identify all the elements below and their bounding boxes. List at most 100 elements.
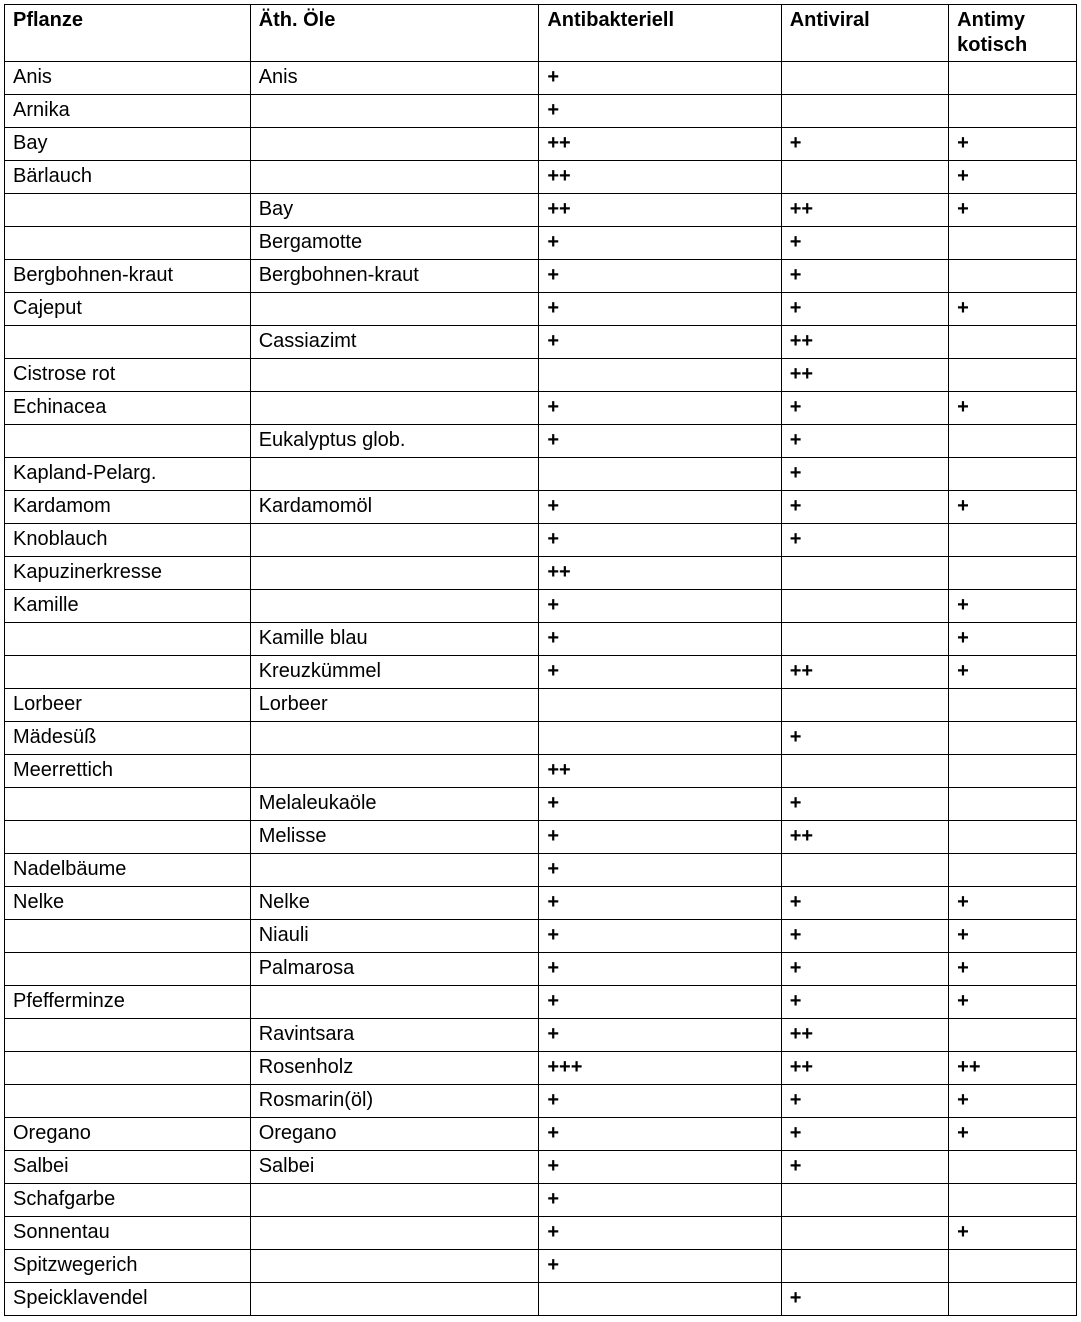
col-header-antibakteriell: Antibakteriell (539, 5, 781, 62)
table-cell: + (781, 788, 948, 821)
table-cell: + (539, 1085, 781, 1118)
table-cell (250, 293, 539, 326)
table-cell: Kardamomöl (250, 491, 539, 524)
table-cell (949, 425, 1077, 458)
table-row: LorbeerLorbeer (5, 689, 1077, 722)
table-row: Rosenholz+++++++ (5, 1052, 1077, 1085)
table-cell: Knoblauch (5, 524, 251, 557)
table-cell: Cajeput (5, 293, 251, 326)
table-cell: + (539, 623, 781, 656)
table-cell (949, 557, 1077, 590)
table-cell: + (781, 722, 948, 755)
table-cell: Melisse (250, 821, 539, 854)
table-cell: ++ (539, 194, 781, 227)
table-cell: + (539, 854, 781, 887)
table-cell: + (949, 656, 1077, 689)
table-cell: + (539, 986, 781, 1019)
table-row: Bärlauch+++ (5, 161, 1077, 194)
table-row: Kamille blau++ (5, 623, 1077, 656)
table-cell (5, 425, 251, 458)
table-cell: + (539, 920, 781, 953)
table-cell: Anis (5, 62, 251, 95)
table-cell (949, 62, 1077, 95)
table-row: Cistrose rot++ (5, 359, 1077, 392)
table-cell (250, 392, 539, 425)
table-cell: Bärlauch (5, 161, 251, 194)
table-cell: + (781, 1151, 948, 1184)
table-cell (949, 1283, 1077, 1316)
table-cell (539, 458, 781, 491)
table-row: Arnika+ (5, 95, 1077, 128)
table-cell: + (539, 425, 781, 458)
table-cell: Lorbeer (250, 689, 539, 722)
table-cell: + (781, 1283, 948, 1316)
table-row: Melisse+++ (5, 821, 1077, 854)
table-cell: + (781, 425, 948, 458)
table-cell (949, 821, 1077, 854)
table-cell (5, 1052, 251, 1085)
table-cell: Nadelbäume (5, 854, 251, 887)
table-cell: + (539, 887, 781, 920)
table-cell: ++ (781, 194, 948, 227)
table-cell: ++ (781, 359, 948, 392)
table-cell: + (539, 392, 781, 425)
table-cell: Meerrettich (5, 755, 251, 788)
table-cell (949, 326, 1077, 359)
table-row: Nadelbäume + (5, 854, 1077, 887)
table-cell (949, 1184, 1077, 1217)
table-cell: + (539, 491, 781, 524)
table-cell: ++ (781, 1052, 948, 1085)
table-cell: ++ (539, 755, 781, 788)
table-cell: + (949, 194, 1077, 227)
table-cell: Kapland-Pelarg. (5, 458, 251, 491)
table-cell: Sonnentau (5, 1217, 251, 1250)
table-cell: + (539, 1019, 781, 1052)
table-cell: Speicklavendel (5, 1283, 251, 1316)
table-cell (539, 359, 781, 392)
table-cell: Ravintsara (250, 1019, 539, 1052)
table-cell: + (539, 293, 781, 326)
table-cell: Niauli (250, 920, 539, 953)
table-cell (781, 689, 948, 722)
table-cell: Nelke (5, 887, 251, 920)
table-cell (250, 722, 539, 755)
table-cell: Melaleukaöle (250, 788, 539, 821)
table-row: AnisAnis+ (5, 62, 1077, 95)
table-cell: Salbei (250, 1151, 539, 1184)
table-cell (250, 458, 539, 491)
table-cell (250, 854, 539, 887)
table-cell: + (949, 590, 1077, 623)
table-cell: + (949, 128, 1077, 161)
table-cell: ++ (781, 656, 948, 689)
table-cell: + (539, 326, 781, 359)
table-cell: ++ (949, 1052, 1077, 1085)
table-cell: Bergbohnen-kraut (250, 260, 539, 293)
table-cell: ++ (781, 1019, 948, 1052)
table-cell: Lorbeer (5, 689, 251, 722)
table-cell: + (539, 227, 781, 260)
table-cell (949, 854, 1077, 887)
table-row: Echinacea+++ (5, 392, 1077, 425)
table-cell (5, 194, 251, 227)
table-row: Kreuzkümmel++++ (5, 656, 1077, 689)
table-cell (250, 359, 539, 392)
table-cell: + (781, 1085, 948, 1118)
table-cell: + (539, 953, 781, 986)
table-row: NelkeNelke+++ (5, 887, 1077, 920)
table-cell: + (539, 590, 781, 623)
table-cell (539, 689, 781, 722)
table-cell (949, 689, 1077, 722)
table-row: Knoblauch++ (5, 524, 1077, 557)
table-row: Bergbohnen-krautBergbohnen-kraut++ (5, 260, 1077, 293)
table-cell: Kamille (5, 590, 251, 623)
table-row: Rosmarin(öl)+++ (5, 1085, 1077, 1118)
table-cell (5, 953, 251, 986)
table-cell: Kamille blau (250, 623, 539, 656)
table-cell: + (781, 458, 948, 491)
table-cell (5, 227, 251, 260)
table-cell (781, 95, 948, 128)
table-row: Bay++++ (5, 128, 1077, 161)
table-cell (5, 920, 251, 953)
table-cell (781, 1184, 948, 1217)
table-cell: + (781, 524, 948, 557)
